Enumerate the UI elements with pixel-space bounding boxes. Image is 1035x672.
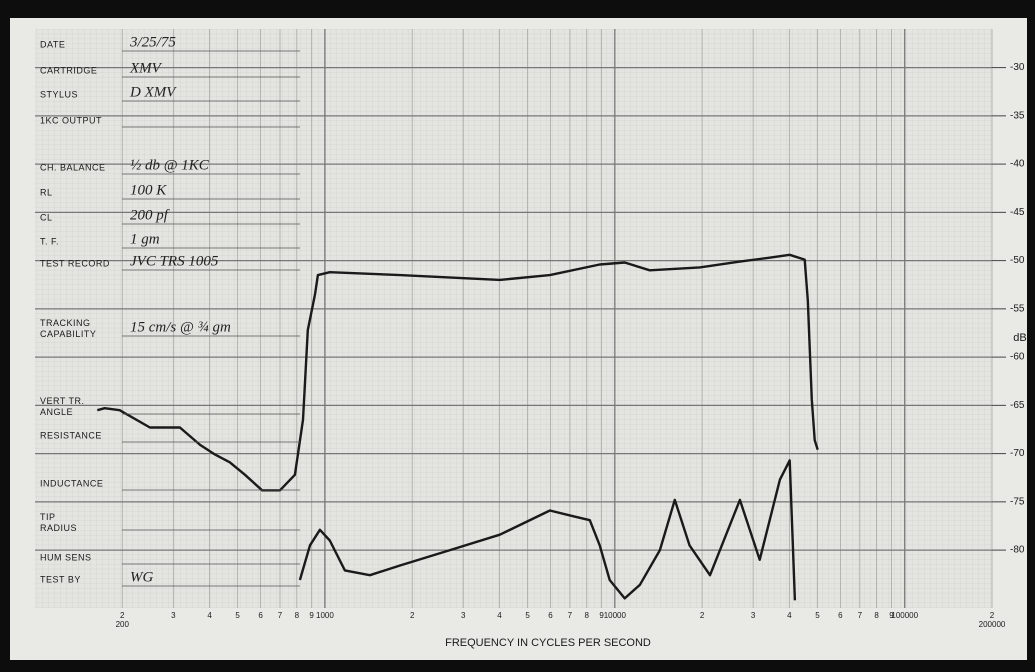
y-tick-label: -65 (1010, 400, 1025, 411)
y-axis-label: dB (1013, 332, 1026, 344)
x-tick-label: 2 (410, 611, 415, 620)
x-tick-label: 8 (295, 611, 300, 620)
form-value: 1 gm (130, 231, 160, 247)
x-tick-label: 6 (838, 611, 843, 620)
x-tick-label: 4 (497, 611, 502, 620)
form-label: INDUCTANCE (40, 478, 103, 488)
y-tick-label: -75 (1010, 496, 1025, 507)
form-value: 3/25/75 (129, 34, 176, 50)
form-value: WG (130, 569, 153, 585)
x-tick-label: 7 (278, 611, 283, 620)
form-label: CARTRIDGE (40, 65, 97, 75)
y-tick-label: -60 (1010, 352, 1025, 363)
form-label: T. F. (40, 236, 59, 246)
x-tick-label: 10000 (604, 611, 627, 620)
x-tick-label: 1000 (316, 611, 334, 620)
form-value: XMV (129, 60, 163, 76)
x-tick-label: 4 (787, 611, 792, 620)
form-value: D XMV (129, 84, 177, 100)
form-value: 15 cm/s @ ¾ gm (130, 319, 231, 335)
x-tick-label: 8 (584, 611, 589, 620)
x-tick-label: 8 (874, 611, 879, 620)
form-label: TEST RECORD (40, 258, 110, 268)
form-value: ½ db @ 1KC (130, 157, 210, 173)
form-label: STYLUS (40, 89, 78, 99)
x-tick-label: 3 (171, 611, 176, 620)
y-tick-label: -45 (1010, 207, 1025, 218)
form-label: CH. BALANCE (40, 162, 106, 172)
x-tick-label: 5 (235, 611, 240, 620)
x-tick-label: 7 (858, 611, 863, 620)
form-label: CL (40, 212, 53, 222)
x-tick-label: 7 (568, 611, 573, 620)
form-value: 200 pf (130, 207, 170, 223)
form-label: RESISTANCE (40, 430, 102, 440)
y-tick-label: -40 (1010, 159, 1025, 170)
y-tick-label: -30 (1010, 62, 1025, 73)
form-value: 100 K (130, 182, 167, 198)
y-tick-label: -50 (1010, 255, 1025, 266)
y-tick-label: -70 (1010, 448, 1025, 459)
x-tick-label: 2 (990, 611, 995, 620)
chart: 2345678910002345678910000234567891000002… (0, 0, 1035, 672)
y-tick-label: -80 (1010, 545, 1025, 556)
form-value: JVC TRS 1005 (130, 253, 219, 269)
x-tick-label: 4 (207, 611, 212, 620)
x-tick-sublabel: 200 (116, 620, 130, 629)
y-tick-label: -35 (1010, 110, 1025, 121)
x-tick-label: 9 (309, 611, 314, 620)
form-label: RL (40, 187, 53, 197)
x-tick-label: 6 (548, 611, 553, 620)
x-tick-sublabel: 200000 (979, 620, 1006, 629)
x-tick-label: 5 (815, 611, 820, 620)
x-tick-label: 3 (461, 611, 466, 620)
form-label: TEST BY (40, 574, 81, 584)
x-tick-label: 100000 (891, 611, 918, 620)
x-tick-label: 2 (700, 611, 705, 620)
x-tick-label: 6 (258, 611, 263, 620)
form-label: DATE (40, 39, 65, 49)
form-label: HUM SENS (40, 552, 92, 562)
x-tick-label: 2 (120, 611, 125, 620)
form-label: 1KC OUTPUT (40, 115, 102, 125)
x-axis-label: FREQUENCY IN CYCLES PER SECOND (445, 637, 651, 649)
x-tick-label: 3 (751, 611, 756, 620)
y-tick-label: -55 (1010, 303, 1025, 314)
x-tick-label: 5 (525, 611, 530, 620)
